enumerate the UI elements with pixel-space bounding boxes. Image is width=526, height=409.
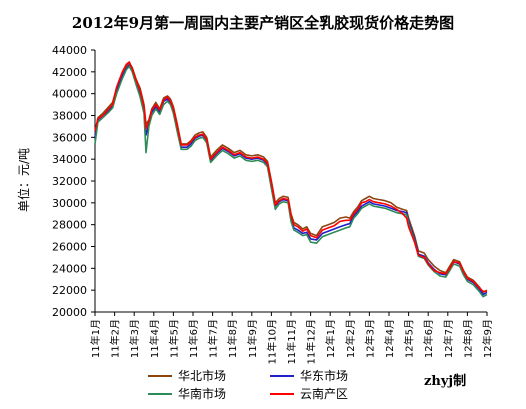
- x-tick-label: 11年9月: [246, 319, 259, 358]
- x-tick-label: 11年11月: [285, 319, 298, 364]
- x-tick-label: 12年3月: [363, 319, 376, 358]
- y-tick-label: 20000: [52, 306, 87, 319]
- x-tick-label: 11年10月: [265, 319, 278, 364]
- x-tick-label: 12年5月: [403, 319, 416, 358]
- y-tick-label: 30000: [52, 197, 87, 210]
- y-tick-label: 36000: [52, 131, 87, 144]
- x-tick-label: 12年9月: [481, 319, 494, 358]
- chart-title: 2012年9月第一周国内主要产销区全乳胶现货价格走势图: [71, 14, 455, 32]
- x-tick-label: 11年5月: [167, 319, 180, 358]
- watermark-text: zhyj制: [424, 373, 466, 389]
- x-tick-label: 11年7月: [207, 319, 220, 358]
- x-tick-label: 11年6月: [187, 319, 200, 358]
- legend-label: 华南市场: [178, 386, 226, 401]
- x-tick-label: 11年1月: [89, 319, 102, 358]
- y-ticks: 20000 22000 24000 26000 28000 30000 32000 34000…: [52, 44, 95, 319]
- y-tick-label: 24000: [52, 262, 87, 275]
- x-tick-label: 12年8月: [461, 319, 474, 358]
- x-tick-label: 11年3月: [128, 319, 141, 358]
- x-tick-label: 12年2月: [344, 319, 357, 358]
- x-tick-label: 12年6月: [422, 319, 435, 358]
- series-line: [94, 61, 487, 293]
- series-lines: [94, 61, 488, 298]
- y-tick-label: 44000: [52, 44, 87, 57]
- x-tick-label: 11年12月: [305, 319, 318, 364]
- legend-label: 华东市场: [300, 368, 348, 383]
- y-tick-label: 42000: [52, 66, 87, 79]
- y-tick-label: 32000: [52, 175, 87, 188]
- x-tick-label: 12年1月: [324, 319, 337, 358]
- x-tick-label: 12年7月: [442, 319, 455, 358]
- y-tick-label: 40000: [52, 88, 87, 101]
- legend-label: 云南产区: [300, 386, 348, 401]
- y-tick-label: 38000: [52, 110, 87, 123]
- series-line: [94, 62, 488, 294]
- y-tick-label: 22000: [52, 284, 87, 297]
- axes: [94, 50, 487, 313]
- legend-label: 华北市场: [178, 368, 226, 383]
- x-tick-label: 11年8月: [226, 319, 239, 358]
- x-tick-label: 11年4月: [148, 319, 161, 358]
- x-tick-label: 11年2月: [109, 319, 122, 358]
- y-axis-label-group: 单位：元/吨: [16, 148, 31, 212]
- y-tick-label: 28000: [52, 219, 87, 232]
- x-tick-label: 12年4月: [383, 319, 396, 358]
- y-tick-label: 34000: [52, 153, 87, 166]
- x-ticks: 11年1月 11年2月 11年3月 11年4月 11年5月 11年6月 11年7月 11年8月…: [89, 312, 494, 364]
- y-axis-label: 单位：元/吨: [16, 148, 31, 212]
- y-tick-label: 26000: [52, 241, 87, 254]
